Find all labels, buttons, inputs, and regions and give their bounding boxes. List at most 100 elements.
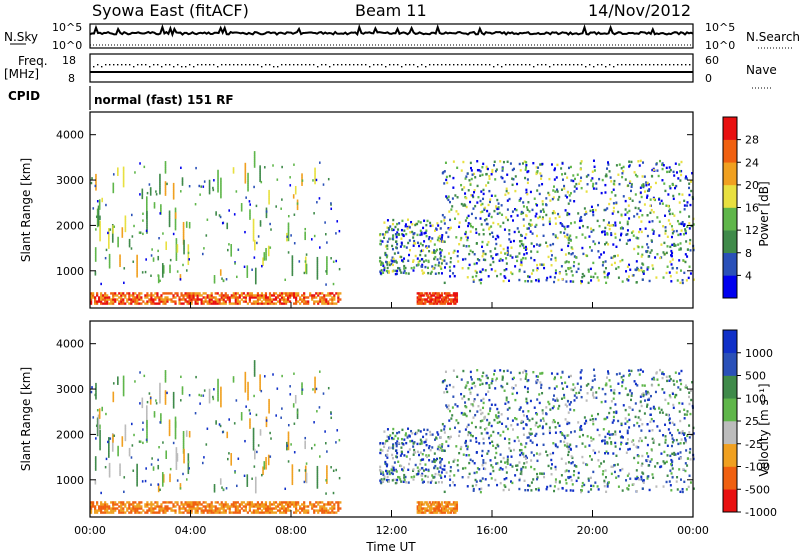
velocity-cell — [586, 463, 589, 467]
power-cell — [174, 212, 177, 215]
power-cell — [287, 236, 290, 240]
velocity-cell — [648, 488, 651, 492]
velocity-cell — [572, 388, 575, 392]
power-cell — [324, 233, 327, 236]
nsearch-top-tick: 10^5 — [705, 21, 735, 34]
velocity-cell — [282, 509, 286, 512]
power-cell — [247, 180, 249, 184]
velocity-cell — [482, 397, 485, 401]
velocity-cell — [274, 507, 278, 510]
power-cell — [421, 292, 424, 295]
power-cell — [684, 228, 687, 231]
velocity-cell — [98, 410, 101, 413]
velocity-cell — [563, 444, 566, 447]
power-cell — [590, 279, 593, 282]
nave-point — [613, 66, 615, 68]
power-cell — [140, 298, 143, 301]
nave-point — [217, 66, 219, 68]
power-cell — [216, 298, 219, 301]
power-cell — [217, 182, 219, 185]
velocity-cell — [161, 474, 164, 477]
power-cell — [678, 248, 681, 251]
power-cell — [274, 298, 278, 301]
power-cell — [159, 175, 161, 179]
power-cell — [545, 213, 548, 217]
power-cell — [478, 259, 481, 262]
velocity-cell — [421, 501, 424, 504]
power-cell — [243, 265, 246, 268]
power-cell — [656, 169, 659, 172]
nave-point — [489, 64, 491, 66]
power-cell — [585, 210, 588, 214]
power-cell — [403, 264, 406, 268]
velocity-cell — [276, 387, 279, 390]
power-cell — [217, 186, 219, 189]
power-cell — [402, 260, 405, 263]
power-cell — [230, 252, 233, 255]
power-cell — [445, 298, 448, 301]
velocity-cell — [640, 475, 643, 479]
velocity-cell — [252, 448, 255, 451]
velocity-cell — [611, 465, 614, 469]
velocity-cell — [157, 483, 160, 486]
nave-point — [265, 64, 267, 66]
velocity-cell — [624, 417, 627, 420]
velocity-cell — [254, 490, 257, 494]
power-cell — [315, 296, 318, 299]
power-cell — [416, 298, 419, 301]
power-cell — [145, 229, 148, 233]
velocity-cell — [184, 507, 187, 510]
velocity-cell — [304, 444, 306, 448]
velocity-cell — [136, 475, 138, 479]
velocity-cell — [260, 505, 264, 508]
power-cell — [481, 240, 484, 244]
power-cell — [400, 228, 403, 232]
power-cell — [172, 232, 175, 236]
power-cell — [635, 260, 638, 263]
power-cell — [482, 233, 485, 236]
power-cell — [604, 191, 607, 194]
velocity-cell — [108, 437, 110, 440]
velocity-cell — [98, 408, 101, 411]
power-cell — [159, 212, 162, 215]
power-cell — [380, 263, 383, 266]
power-cell — [541, 217, 544, 221]
velocity-cell — [606, 432, 609, 436]
power-cell — [158, 298, 161, 301]
power-cell — [162, 265, 165, 268]
velocity-cell — [401, 428, 404, 432]
velocity-cell — [626, 441, 629, 445]
velocity-cell — [122, 391, 125, 395]
power-cell — [474, 204, 477, 208]
power-cell — [606, 207, 609, 210]
velocity-cell — [295, 503, 298, 506]
velocity-cell — [249, 418, 251, 421]
velocity-cell — [295, 511, 298, 514]
velocity-cell — [161, 478, 164, 481]
power-cell — [220, 189, 222, 193]
velocity-cell — [439, 511, 442, 514]
velocity-cell — [106, 507, 109, 510]
power-cell — [188, 298, 191, 301]
power-cell — [253, 157, 256, 160]
power-cell — [672, 194, 675, 198]
power-cell — [663, 241, 666, 245]
velocity-cell — [210, 505, 213, 508]
velocity-cell — [692, 456, 695, 459]
power-cell — [122, 166, 125, 169]
power-cell — [124, 219, 127, 222]
velocity-cell — [176, 457, 179, 460]
power-cell — [247, 189, 249, 192]
velocity-cell — [669, 396, 672, 399]
power-cell — [622, 165, 625, 169]
velocity-cell — [164, 374, 167, 377]
power-cell — [636, 212, 639, 216]
power-cell — [91, 177, 93, 180]
velocity-cell — [117, 380, 119, 383]
power-cell — [612, 206, 615, 210]
power-cell — [206, 218, 209, 221]
power-cell — [558, 272, 561, 275]
velocity-cell — [456, 375, 459, 378]
velocity-cell — [152, 511, 155, 514]
velocity-cell — [108, 439, 110, 442]
